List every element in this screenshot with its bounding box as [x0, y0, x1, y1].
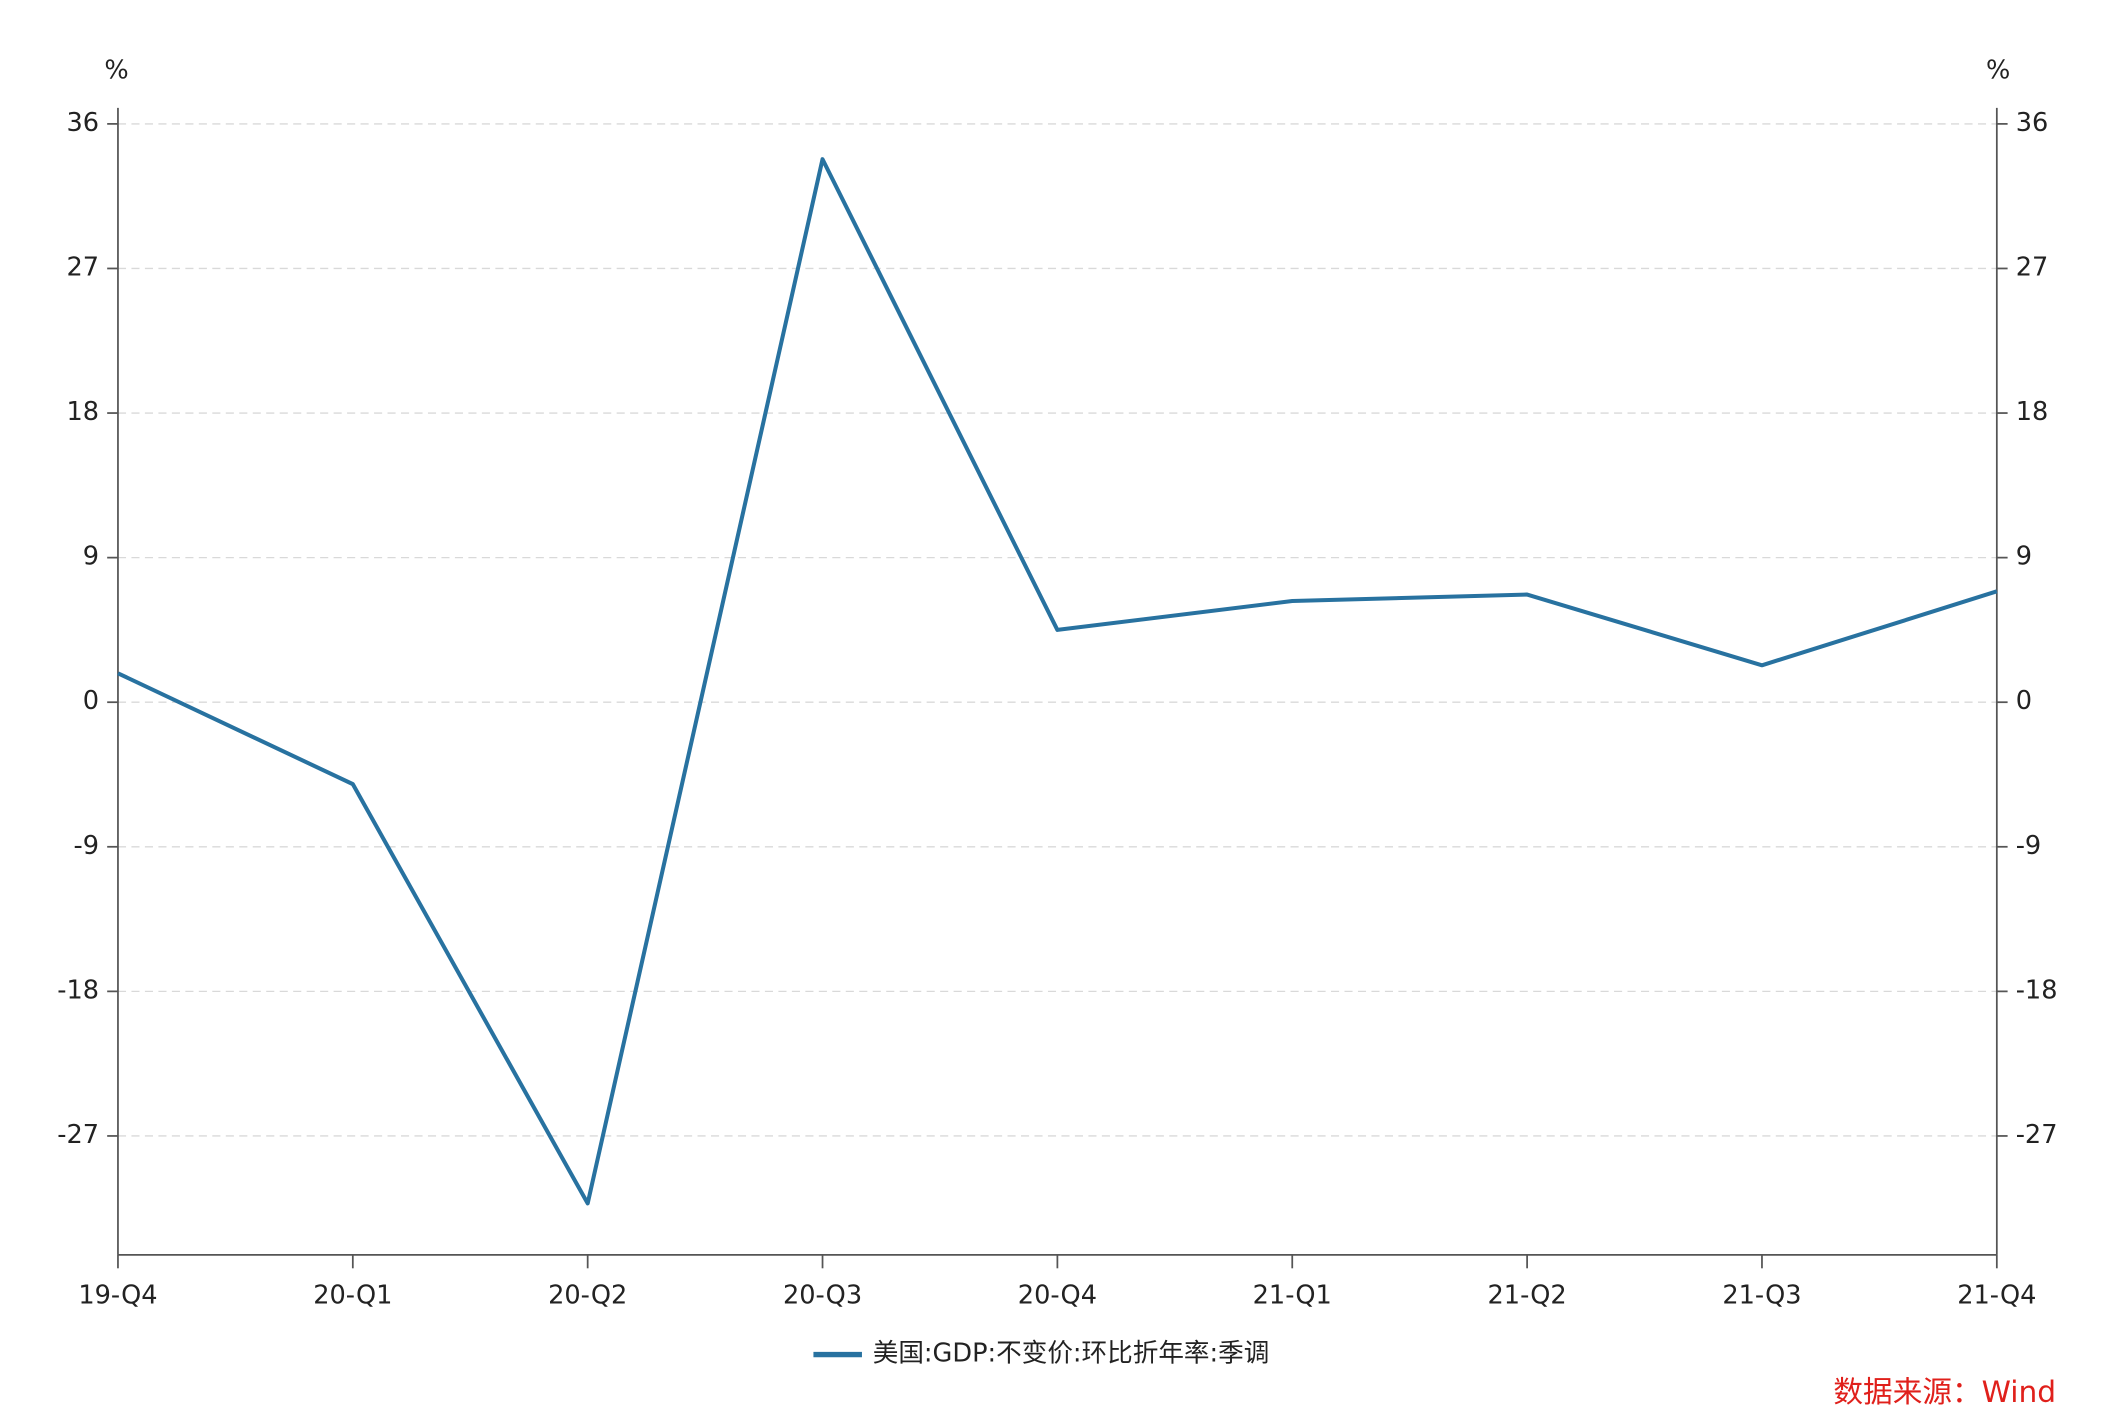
x-tick-label: 20-Q4	[1018, 1281, 1097, 1311]
y-tick-label: 27	[67, 252, 100, 282]
y-tick-label: 36	[67, 108, 100, 138]
x-tick-label: 20-Q1	[313, 1281, 392, 1311]
y2-tick-label: -9	[2016, 831, 2042, 861]
y2-tick-label: -18	[2016, 975, 2058, 1005]
x-tick-label: 20-Q3	[783, 1281, 862, 1311]
y2-tick-label: 0	[2016, 686, 2032, 716]
y2-tick-label: -27	[2016, 1120, 2058, 1150]
y-tick-label: 9	[83, 542, 99, 572]
y-unit: %	[104, 55, 128, 85]
y2-tick-label: 9	[2016, 542, 2032, 572]
x-tick-label: 20-Q2	[548, 1281, 627, 1311]
y2-tick-label: 27	[2016, 252, 2049, 282]
y-tick-label: 0	[83, 686, 99, 716]
x-tick-label: 21-Q2	[1488, 1281, 1567, 1311]
source: 数据来源：Wind	[1833, 1374, 2056, 1409]
legend-label: 美国:GDP:不变价:环比折年率:季调	[873, 1339, 1270, 1369]
y2-tick-label: 36	[2016, 108, 2049, 138]
y2-tick-label: 18	[2016, 397, 2049, 427]
x-tick-label: 19-Q4	[78, 1281, 157, 1311]
x-tick-label: 21-Q3	[1722, 1281, 1801, 1311]
x-tick-label: 21-Q4	[1957, 1281, 2036, 1311]
y-tick-label: -18	[57, 975, 99, 1005]
y2-unit: %	[1986, 55, 2010, 85]
y-tick-label: -27	[57, 1120, 99, 1150]
y-tick-label: 18	[67, 397, 100, 427]
x-tick-label: 21-Q1	[1253, 1281, 1332, 1311]
line-series	[117, 157, 1998, 1206]
y-tick-label: -9	[74, 831, 100, 861]
